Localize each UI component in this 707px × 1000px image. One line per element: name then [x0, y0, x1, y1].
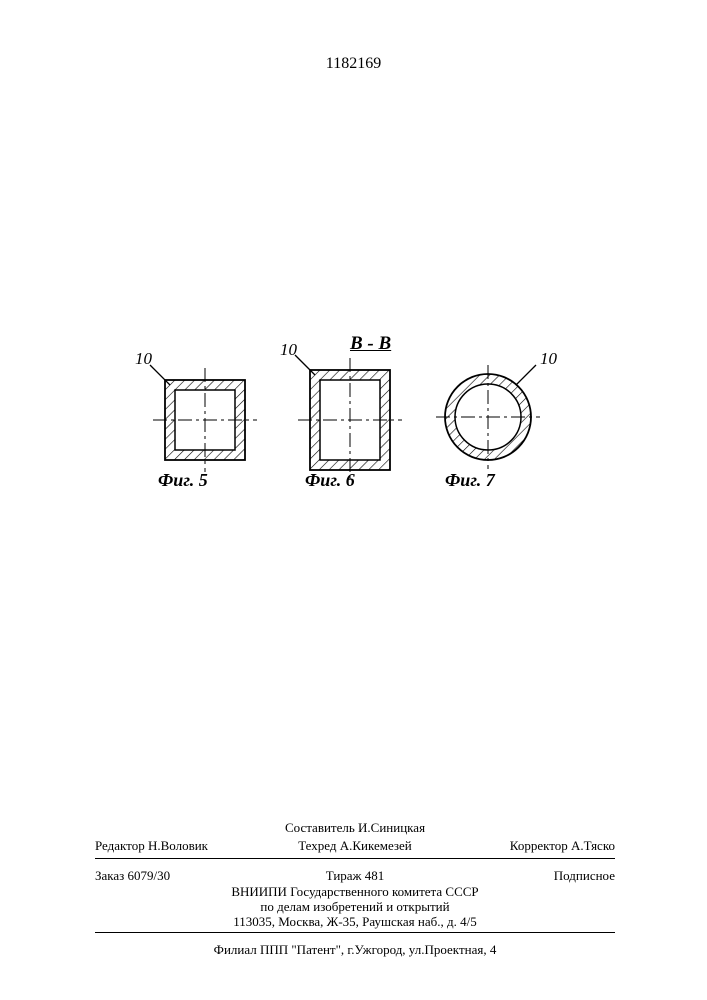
- fig5-caption: Фиг. 5: [158, 470, 208, 491]
- footer-editor: Редактор Н.Воловик: [95, 838, 268, 854]
- fig5-ref: 10: [135, 349, 152, 369]
- fig7-ref: 10: [540, 349, 557, 369]
- footer-rule-1: [95, 858, 615, 859]
- footer-branch: Филиал ППП "Патент", г.Ужгород, ул.Проек…: [95, 942, 615, 958]
- footer-order: Заказ 6079/30: [95, 868, 268, 884]
- footer-corrector: Корректор А.Тяско: [442, 838, 615, 854]
- fig7-caption: Фиг. 7: [445, 470, 495, 491]
- footer-rule-2: [95, 932, 615, 933]
- footer-techred: Техред А.Кикемезей: [268, 838, 441, 854]
- footer-podpis: Подписное: [442, 868, 615, 884]
- footer-org1: ВНИИПИ Государственного комитета СССР: [95, 884, 615, 900]
- figure-7: [428, 357, 548, 477]
- footer-addr1: 113035, Москва, Ж-35, Раушская наб., д. …: [95, 914, 615, 930]
- figure-6: [290, 350, 410, 490]
- fig6-caption: Фиг. 6: [305, 470, 355, 491]
- footer-order-row: Заказ 6079/30 Тираж 481 Подписное: [95, 868, 615, 884]
- fig6-ref: 10: [280, 340, 297, 360]
- footer-credits-row: Редактор Н.Воловик Техред А.Кикемезей Ко…: [95, 838, 615, 854]
- doc-number: 1182169: [0, 55, 707, 73]
- footer-compiler: Составитель И.Синицкая: [95, 820, 615, 836]
- footer-tirazh: Тираж 481: [268, 868, 441, 884]
- footer-org2: по делам изобретений и открытий: [95, 899, 615, 915]
- figure-5: [145, 360, 265, 480]
